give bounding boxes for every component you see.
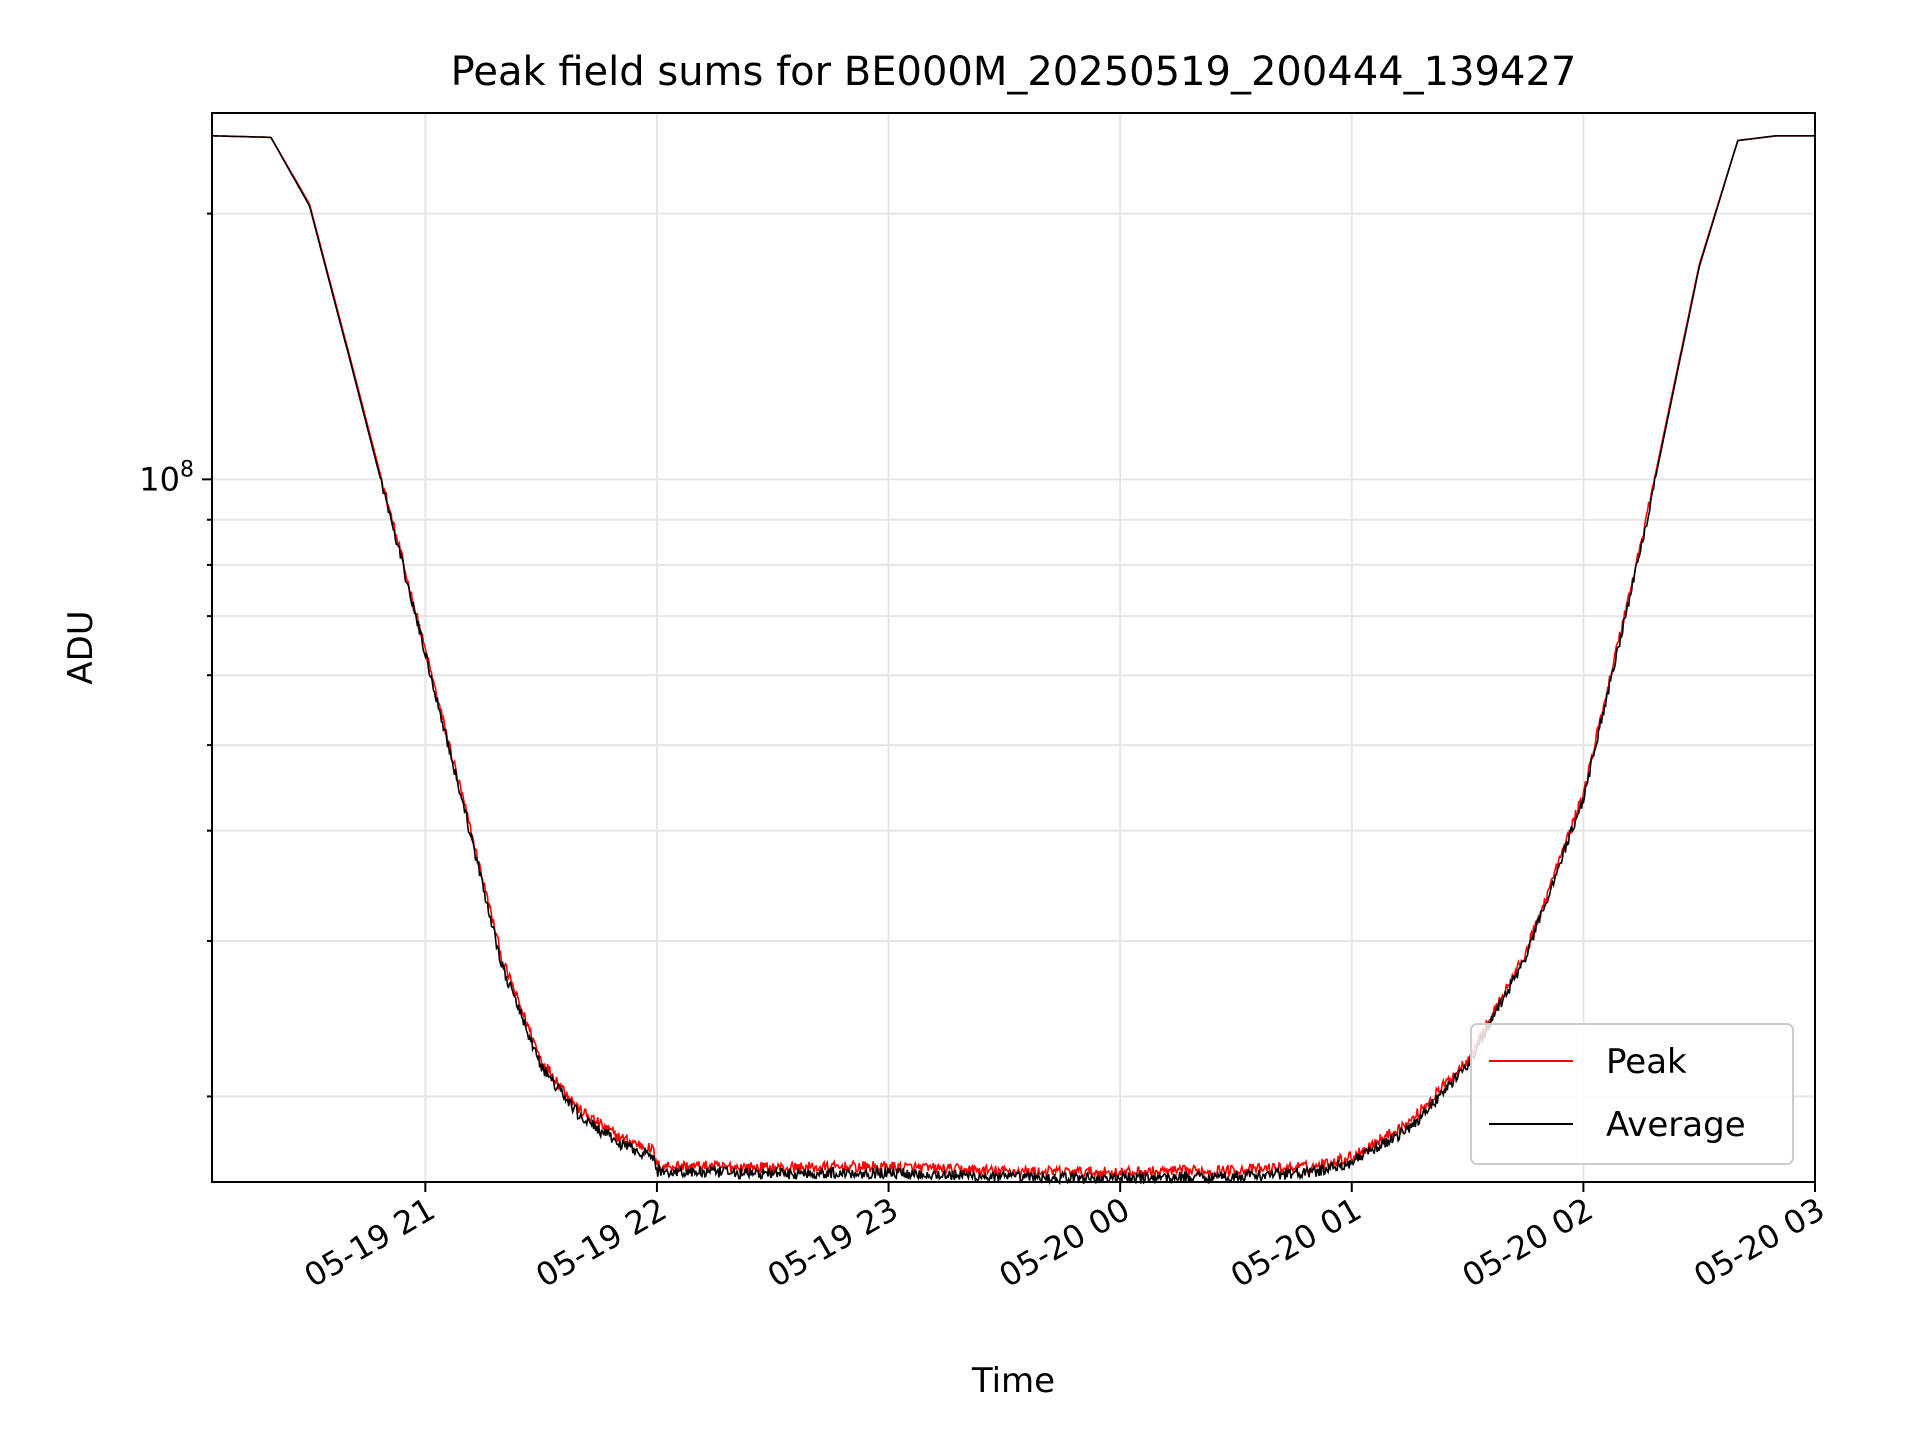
y-axis-label: ADU <box>61 610 101 684</box>
y-tick-label: 108 <box>139 457 194 498</box>
chart-title: Peak field sums for BE000M_20250519_2004… <box>451 49 1577 95</box>
legend-box <box>1470 1023 1794 1165</box>
x-axis-label: Time <box>971 1361 1055 1401</box>
grid <box>212 113 1816 1182</box>
legend-label: Peak <box>1606 1042 1687 1082</box>
data-lines <box>212 135 1815 1186</box>
legend-label: Average <box>1606 1105 1746 1145</box>
plot-frame <box>211 112 1816 1183</box>
legend: Peak Average <box>1470 1023 1794 1165</box>
series-line-average <box>212 135 1815 1186</box>
